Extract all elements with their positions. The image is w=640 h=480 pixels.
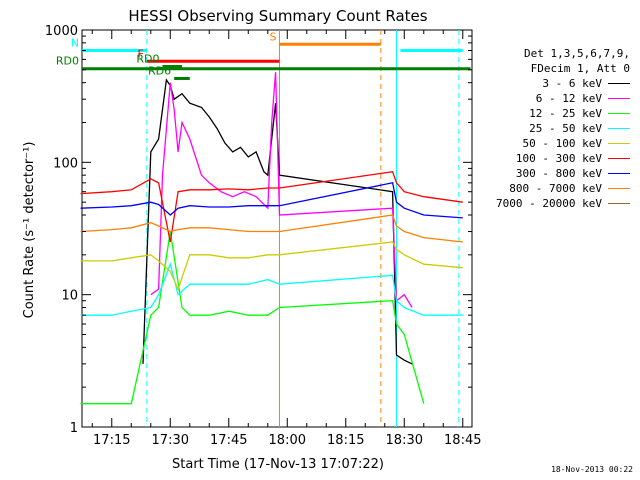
legend-entry: 800 - 7000 keV (484, 181, 630, 196)
legend-entry-label: 7000 - 20000 keV (496, 197, 602, 210)
legend-swatch (608, 203, 630, 204)
legend-entry-label: 6 - 12 keV (535, 92, 602, 105)
legend-header-line-2: FDecim 1, Att 0 (530, 62, 630, 75)
x-tick-label: 18:00 (269, 433, 306, 448)
x-tick-label: 18:45 (444, 433, 481, 448)
x-tick-label: 17:30 (152, 433, 189, 448)
legend-entry-label: 300 - 800 keV (515, 167, 602, 180)
legend-entry-label: 12 - 25 keV (529, 107, 602, 120)
legend-swatch (608, 173, 630, 174)
axis-ticks: 1 10 100 1000 17:15 17:30 17:45 18:00 18:15 18:30… (45, 24, 482, 448)
generation-date: 18-Nov-2013 00:22 (551, 465, 633, 474)
y-tick-label: 1000 (45, 24, 78, 39)
flag-label-n: N (71, 36, 79, 49)
legend-entry: 7000 - 20000 keV (484, 196, 630, 211)
legend-entry: 300 - 800 keV (484, 166, 630, 181)
series-line (80, 241, 463, 291)
legend-entry-label: 100 - 300 keV (515, 152, 602, 165)
flag-label-f: F (138, 47, 144, 60)
series-line (150, 72, 413, 308)
legend-entry: 6 - 12 keV (484, 91, 630, 106)
series-line (80, 231, 425, 405)
series-line (80, 262, 463, 316)
x-tick-label: 17:15 (93, 433, 130, 448)
x-tick-label: 18:30 (386, 433, 423, 448)
y-axis-label: Count Rate (s⁻¹ detector⁻¹) (22, 142, 37, 319)
plot-border (81, 29, 473, 428)
legend-entry: 50 - 100 keV (484, 136, 630, 151)
y-tick-label: 100 (53, 156, 78, 171)
legend: Det 1,3,5,6,7,9, FDecim 1, Att 0 3 - 6 k… (484, 46, 630, 211)
chart-title: HESSI Observing Summary Count Rates (128, 7, 427, 25)
flag-label-rd0: RD0 (136, 52, 159, 65)
legend-entry: 3 - 6 keV (484, 76, 630, 91)
legend-entry: 12 - 25 keV (484, 106, 630, 121)
series-line (80, 182, 463, 219)
series-line (80, 214, 463, 243)
legend-swatch (608, 113, 630, 114)
legend-entry: 100 - 300 keV (484, 151, 630, 166)
x-axis-label: Start Time (17-Nov-13 17:07:22) (172, 457, 384, 472)
legend-entry-label: 800 - 7000 keV (509, 182, 602, 195)
legend-entry-label: 50 - 100 keV (522, 137, 602, 150)
data-series (80, 72, 463, 405)
y-tick-label: 1 (70, 421, 78, 436)
legend-swatch (608, 158, 630, 159)
legend-entry-label: 25 - 50 keV (529, 122, 602, 135)
flag-label-s: S (269, 30, 276, 43)
plot-frame (81, 29, 473, 428)
legend-swatch (608, 188, 630, 189)
legend-entry-label: 3 - 6 keV (542, 77, 602, 90)
legend-swatch (608, 143, 630, 144)
flag-label-rd6: RD6 (148, 65, 171, 78)
legend-swatch (608, 98, 630, 99)
x-tick-label: 17:45 (210, 433, 247, 448)
y-tick-label: 10 (61, 289, 78, 304)
legend-swatch (608, 83, 630, 84)
x-tick-label: 18:15 (327, 433, 364, 448)
legend-entry: 25 - 50 keV (484, 121, 630, 136)
legend-swatch (608, 128, 630, 129)
series-line (80, 170, 463, 243)
flag-label-rd0: RD0 (56, 55, 79, 68)
legend-header-line-1: Det 1,3,5,6,7,9, (524, 47, 630, 60)
